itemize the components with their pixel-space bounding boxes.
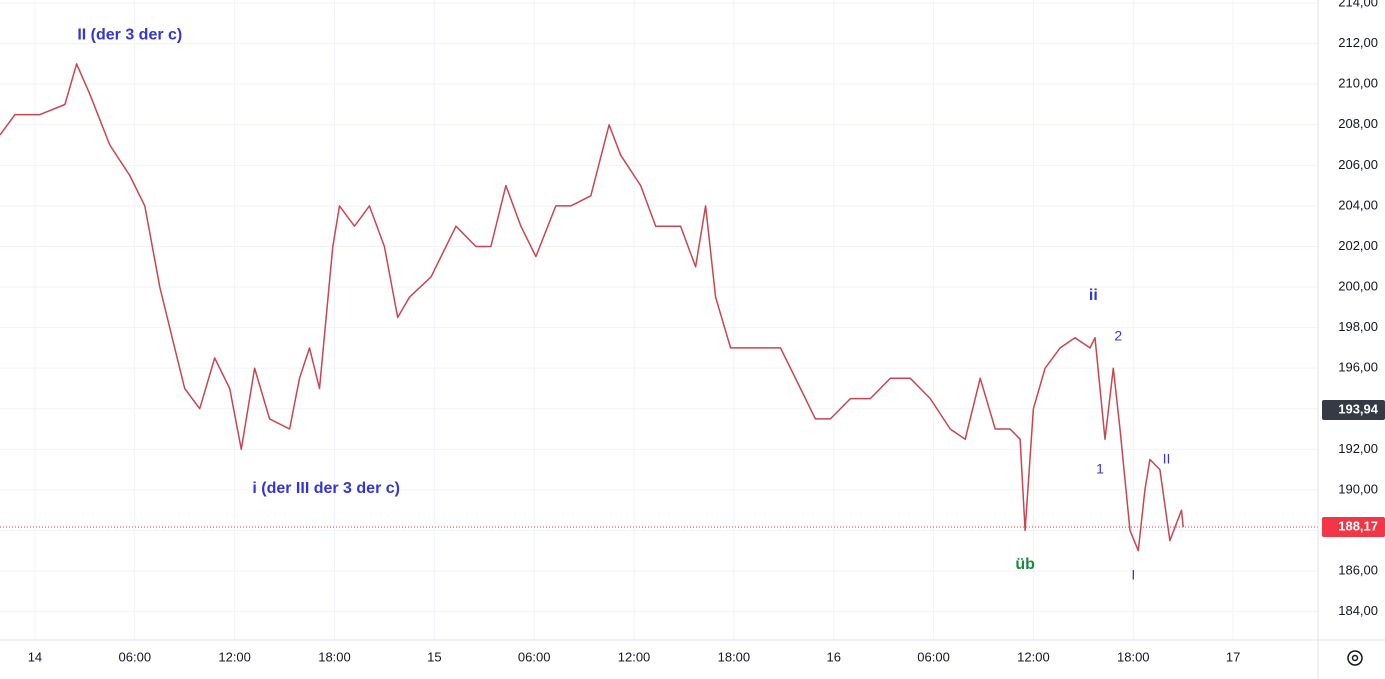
wave-label: II xyxy=(1163,450,1171,466)
x-tick-label: 12:00 xyxy=(218,649,251,664)
settings-ring xyxy=(1347,650,1363,666)
y-tick-label: 190,00 xyxy=(1338,481,1378,496)
price-tag-label: 193,94 xyxy=(1338,401,1379,416)
y-tick-label: 210,00 xyxy=(1338,76,1378,91)
y-tick-label: 186,00 xyxy=(1338,562,1378,577)
x-tick-label: 17 xyxy=(1226,649,1240,664)
wave-label: II (der 3 der c) xyxy=(77,27,182,44)
settings-icon[interactable] xyxy=(1347,650,1363,666)
y-tick-label: 206,00 xyxy=(1338,157,1378,172)
x-tick-label: 18:00 xyxy=(718,649,751,664)
x-tick-label: 12:00 xyxy=(1017,649,1050,664)
wave-label: 2 xyxy=(1114,327,1122,343)
x-tick-label: 16 xyxy=(827,649,841,664)
price-tag xyxy=(1322,517,1385,538)
settings-core xyxy=(1351,654,1359,662)
x-tick-label: 15 xyxy=(427,649,441,664)
y-tick-label: 212,00 xyxy=(1338,35,1378,50)
wave-label: i (der III der 3 der c) xyxy=(252,480,400,497)
axes: 184,00186,00188,00190,00192,00194,00196,… xyxy=(28,0,1385,664)
y-tick-label: 198,00 xyxy=(1338,319,1378,334)
y-tick-label: 204,00 xyxy=(1338,197,1378,212)
x-tick-label: 06:00 xyxy=(518,649,551,664)
y-tick-label: 200,00 xyxy=(1338,278,1378,293)
price-tag xyxy=(1322,399,1385,420)
y-tick-label: 196,00 xyxy=(1338,360,1378,375)
y-tick-label: 214,00 xyxy=(1338,0,1378,9)
wave-label: 1 xyxy=(1096,460,1104,476)
plot: II (der 3 der c) i (der III der 3 der c) i… xyxy=(0,27,1318,582)
x-tick-label: 12:00 xyxy=(618,649,651,664)
price-tag-label: 188,17 xyxy=(1338,518,1378,533)
x-tick-label: 18:00 xyxy=(318,649,351,664)
y-tick-label: 184,00 xyxy=(1338,603,1378,618)
y-tick-label: 202,00 xyxy=(1338,238,1378,253)
x-tick-label: 06:00 xyxy=(917,649,950,664)
y-tick-label: 208,00 xyxy=(1338,116,1378,131)
x-tick-label: 14 xyxy=(28,649,42,664)
price-line xyxy=(0,63,1184,552)
x-tick-label: 06:00 xyxy=(119,649,152,664)
wave-label: ii xyxy=(1089,287,1098,304)
x-tick-label: 18:00 xyxy=(1117,649,1150,664)
wave-label: I xyxy=(1131,566,1135,582)
wave-label: üb xyxy=(1015,556,1035,573)
grid xyxy=(0,0,1318,640)
y-tick-label: 192,00 xyxy=(1338,441,1378,456)
